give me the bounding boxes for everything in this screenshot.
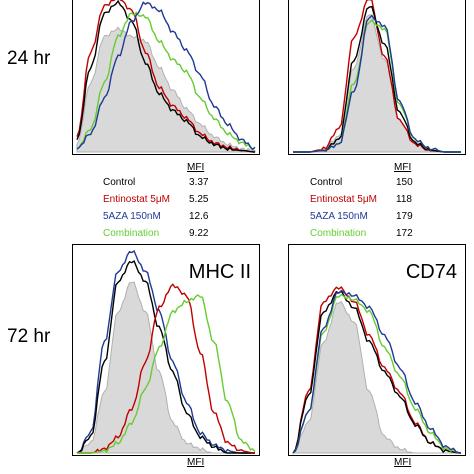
row-label-24hr: 24 hr	[7, 48, 51, 69]
mfi-row-name: 5AZA 150nM	[103, 211, 161, 222]
mfi-row-value: 172	[396, 228, 413, 239]
mfi-row-name: Combination	[310, 228, 367, 239]
mfi-row-name: Combination	[103, 228, 160, 239]
mfi-row-value: 12.6	[189, 211, 209, 222]
histogram-plot-2	[293, 0, 461, 153]
mfi-header: MFI	[187, 457, 205, 468]
histogram-plot-1	[76, 0, 256, 153]
mfi-row-name: 5AZA 150nM	[310, 211, 368, 222]
histogram-curve-combination	[77, 294, 256, 454]
histogram-curve-combination	[76, 11, 256, 151]
histogram-curve-control	[76, 260, 255, 454]
histogram-curve-isotype	[291, 301, 461, 454]
histogram-panel-4: CD74	[288, 244, 466, 456]
histogram-curve-isotype	[76, 281, 255, 454]
mfi-row-name: Control	[103, 177, 136, 188]
histogram-curve-5aza	[292, 289, 462, 454]
mfi-row-value: 5.25	[189, 194, 209, 205]
histogram-plot-3	[76, 249, 256, 454]
histogram-curve-5aza	[293, 14, 461, 153]
histogram-panel-3: MHC II	[72, 244, 260, 456]
mfi-row-name: Control	[310, 177, 343, 188]
histogram-curve-entinostat	[77, 283, 256, 454]
mfi-row-value: 118	[396, 194, 412, 205]
histogram-panel-1	[72, 0, 260, 155]
histogram-curve-entinostat	[76, 0, 256, 153]
marker-label: MHC II	[188, 261, 251, 283]
histogram-curve-isotype	[76, 26, 256, 153]
histogram-panel-2	[288, 0, 466, 155]
mfi-row-value: 9.22	[189, 228, 209, 239]
mfi-header: MFI	[394, 162, 412, 173]
mfi-row-value: 3.37	[189, 177, 209, 188]
mfi-header: MFI	[187, 162, 205, 173]
mfi-row-name: Entinostat 5μM	[103, 194, 170, 205]
mfi-header: MFI	[394, 457, 412, 468]
mfi-row-value: 150	[396, 177, 413, 188]
mfi-row-value: 179	[396, 211, 413, 222]
histogram-curve-control	[292, 290, 462, 454]
row-label-72hr: 72 hr	[7, 326, 51, 347]
mfi-row-name: Entinostat 5μM	[310, 194, 377, 205]
histogram-curve-isotype	[293, 14, 461, 153]
histogram-curve-control	[76, 0, 256, 153]
marker-label: CD74	[405, 261, 457, 283]
histogram-plot-4	[291, 286, 462, 454]
histogram-curve-5aza	[76, 1, 256, 151]
